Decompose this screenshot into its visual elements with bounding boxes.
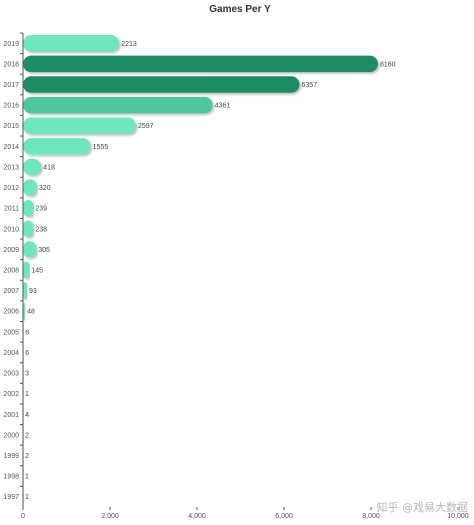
y-tick-label-2019: 2019: [3, 41, 19, 48]
bar-2015[interactable]: [23, 117, 136, 134]
y-tick-label-2017: 2017: [3, 82, 19, 89]
y-tick-label-2013: 2013: [3, 164, 19, 171]
bars-layer: 2213816063574361259715554183202392383051…: [23, 35, 396, 505]
x-tick-label: 10,000: [447, 513, 469, 520]
y-tick-label-2008: 2008: [3, 268, 19, 275]
bar-2018[interactable]: [23, 55, 378, 73]
data-label-2013: 418: [43, 164, 55, 171]
data-label-1997: 1: [25, 494, 29, 501]
chart-title: Games Per Y: [209, 4, 271, 15]
y-tick-label-2006: 2006: [3, 309, 19, 316]
y-tick-label-2003: 2003: [3, 371, 19, 378]
bar-2011[interactable]: [23, 199, 34, 217]
y-tick-label-2005: 2005: [3, 329, 19, 336]
y-tick-label-1999: 1999: [3, 453, 19, 460]
watermark-text: 知乎 @戏易大数据: [377, 500, 469, 514]
data-label-2006: 48: [27, 309, 35, 316]
y-tick-label-2015: 2015: [3, 123, 19, 130]
data-label-2004: 6: [25, 350, 29, 357]
data-label-2000: 2: [25, 432, 29, 439]
bar-2017[interactable]: [23, 76, 300, 93]
data-label-2003: 3: [25, 371, 29, 378]
data-label-2010: 238: [35, 226, 47, 233]
data-label-2005: 6: [25, 329, 29, 336]
y-tick-label-2000: 2000: [3, 432, 19, 439]
x-tick-label: 4,000: [188, 513, 206, 520]
bar-2012[interactable]: [23, 179, 37, 196]
x-tick-label: 0: [21, 513, 25, 520]
y-tick-label-2007: 2007: [3, 288, 19, 295]
bar-2008[interactable]: [23, 261, 30, 279]
y-tick-label-1998: 1998: [3, 474, 19, 481]
data-label-1999: 2: [25, 453, 29, 460]
data-label-2018: 8160: [380, 61, 396, 68]
data-label-2019: 2213: [121, 41, 137, 48]
bar-2007[interactable]: [23, 282, 28, 299]
y-tick-label-2016: 2016: [3, 103, 19, 110]
x-tick-label: 8,000: [362, 513, 380, 520]
y-tick-label-2004: 2004: [3, 350, 19, 357]
y-tick-label-2012: 2012: [3, 185, 19, 192]
x-tick-label: 2,000: [101, 513, 119, 520]
data-label-2002: 1: [25, 391, 29, 398]
y-tick-label-2014: 2014: [3, 144, 19, 151]
y-tick-label-1997: 1997: [3, 494, 19, 501]
data-label-2007: 93: [29, 288, 37, 295]
y-tick-label-2010: 2010: [3, 226, 19, 233]
y-tick-label-2018: 2018: [3, 61, 19, 68]
bar-2014[interactable]: [23, 138, 91, 155]
data-label-1998: 1: [25, 474, 29, 481]
axis-layer: 2019201820172016201520142013201220112010…: [3, 32, 469, 520]
data-label-2016: 4361: [215, 103, 231, 110]
bar-2006[interactable]: [23, 302, 26, 320]
data-label-2001: 4: [25, 412, 29, 419]
data-label-2017: 6357: [302, 82, 318, 89]
bar-2009[interactable]: [23, 241, 37, 258]
y-tick-label-2002: 2002: [3, 391, 19, 398]
data-label-2014: 1555: [93, 144, 109, 151]
y-tick-label-2001: 2001: [3, 412, 19, 419]
data-label-2015: 2597: [138, 123, 154, 130]
bar-2013[interactable]: [23, 158, 42, 176]
x-tick-label: 6,000: [275, 513, 293, 520]
data-label-2011: 239: [35, 206, 47, 213]
bar-2019[interactable]: [23, 35, 120, 52]
bar-2016[interactable]: [23, 96, 213, 114]
data-label-2008: 145: [31, 268, 43, 275]
y-tick-label-2009: 2009: [3, 247, 19, 254]
data-label-2009: 305: [38, 247, 50, 254]
y-tick-label-2011: 2011: [4, 206, 19, 213]
bar-2010[interactable]: [23, 220, 34, 238]
data-label-2012: 320: [39, 185, 51, 192]
